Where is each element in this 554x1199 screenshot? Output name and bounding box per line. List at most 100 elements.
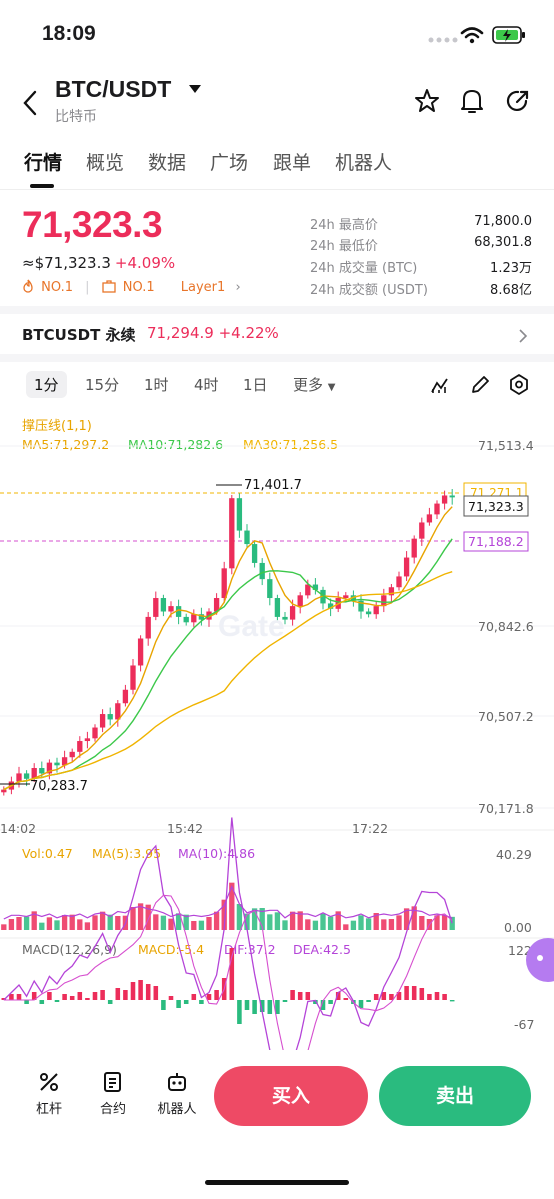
volume-bar [137,903,144,930]
tab-market[interactable]: 行情 [24,152,63,174]
candle-body [213,598,220,612]
tab-copytrade[interactable]: 跟单 [273,152,312,174]
approx-price-value: ≈$71,323.3 [22,254,111,272]
volume-bar [381,919,387,930]
volume-bars [1,882,455,930]
indicator-icon[interactable] [430,376,450,394]
kline-chart[interactable]: 撑压线(1,1) MA5:71,297.2 MA10:71,282.6 MA30… [0,410,554,1050]
macd-bar [62,994,67,1000]
price-change: +4.09% [114,254,176,272]
candle-body [1,789,7,793]
pair-title[interactable]: BTC/USDT [55,76,172,102]
volume-bar [449,916,455,930]
support-price-label: 71,188.2 [468,534,524,549]
leverage-button[interactable]: 杠杆 [19,1070,79,1117]
macd-bar [419,988,425,1000]
perpetual-row[interactable]: BTCUSDT 永续 71,294.9 +4.22% [0,316,554,354]
macd-bar [290,990,295,1000]
contract-button[interactable]: 合约 [83,1070,143,1117]
macd-bar [123,990,128,1000]
interval-more[interactable]: 更多 ▼ [293,374,336,395]
share-icon[interactable] [505,88,531,114]
stat-high-value: 71,800.0 [474,214,532,229]
volume-bar [107,914,113,930]
draw-pencil-icon[interactable] [470,375,490,395]
price-tick: 70,842.6 [478,619,534,634]
header: BTC/USDT 比特币 [0,70,554,136]
bell-icon[interactable] [459,87,485,115]
candle-body [244,530,250,545]
stat-turnover-value: 8.68亿 [490,283,532,298]
volume-bar [350,920,357,930]
tab-data[interactable]: 数据 [148,152,187,174]
volume-bar [396,915,402,930]
perpetual-change: +4.22% [218,324,279,342]
candle-body [274,598,281,617]
macd-bar [373,994,379,1000]
candle-body [449,495,455,498]
volume-bar [160,915,167,930]
volume-bar [343,924,349,930]
macd-bar [442,994,447,1000]
macd-bar [54,1000,60,1002]
volume-bar [411,906,417,930]
interval-bar: 1分 15分 1时 4时 1日 更多 ▼ [0,366,554,406]
tag-row[interactable]: NO.1 | NO.1 Layer1 › [22,279,241,295]
volume-bar [419,916,425,930]
volume-bar [8,919,15,930]
volume-bar [282,920,288,930]
macd-bar [176,1000,181,1008]
signal-dots-icon [428,37,458,43]
candle-body [198,614,205,620]
settings-icon[interactable] [509,374,529,396]
assistant-eye [537,955,543,961]
flame-icon [23,279,33,293]
candle-body [23,773,30,779]
interval-4h[interactable]: 4时 [194,376,219,394]
candle-body [39,768,45,774]
macd-bar [161,1000,166,1010]
contract-label: 合约 [99,1102,126,1117]
macd-bar [335,992,341,1000]
volume-bar [221,899,227,930]
macd-bar [313,1000,318,1004]
ma5-line [3,506,453,791]
robot-button[interactable]: 机器人 [147,1070,207,1117]
tab-overview[interactable]: 概览 [86,152,125,174]
macd-bar [77,992,83,1000]
candle-body [434,503,440,515]
stat-low-label: 24h 最低价 [310,239,378,254]
stat-volume-label: 24h 成交量 (BTC) [310,261,418,276]
macd-bar [305,992,311,1000]
back-arrow-icon[interactable] [22,90,38,116]
volume-bar [69,914,75,930]
star-icon[interactable] [414,88,440,114]
volume-bar [61,915,68,930]
candle-body [297,595,303,607]
tab-square[interactable]: 广场 [210,152,249,174]
macd-bar [199,1000,204,1004]
candle-body [358,600,364,612]
candle-body [267,579,273,599]
interval-1h[interactable]: 1时 [144,376,169,394]
interval-1d[interactable]: 1日 [243,376,268,394]
macd-bar [130,982,136,1000]
interval-1m[interactable]: 1分 [26,371,67,398]
watermark-logo: Gate [218,610,285,643]
caret-down-icon[interactable] [188,84,202,94]
candle-body [168,606,174,612]
time-tick: 15:42 [167,821,203,836]
macd-bar [267,1000,273,1014]
tab-robot[interactable]: 机器人 [335,152,393,174]
stat-low-value: 68,301.8 [474,235,532,250]
macd-bar [145,984,151,1000]
time-tick: 17:22 [352,821,388,836]
sell-button[interactable]: 卖出 [379,1066,531,1126]
interval-15m[interactable]: 15分 [85,376,120,394]
macd-bar [396,992,402,1000]
dea-line [3,894,453,1050]
macd-bar [214,990,219,1000]
macd-bar [343,998,349,1000]
robot-icon [168,1073,186,1091]
buy-button[interactable]: 买入 [214,1066,368,1126]
